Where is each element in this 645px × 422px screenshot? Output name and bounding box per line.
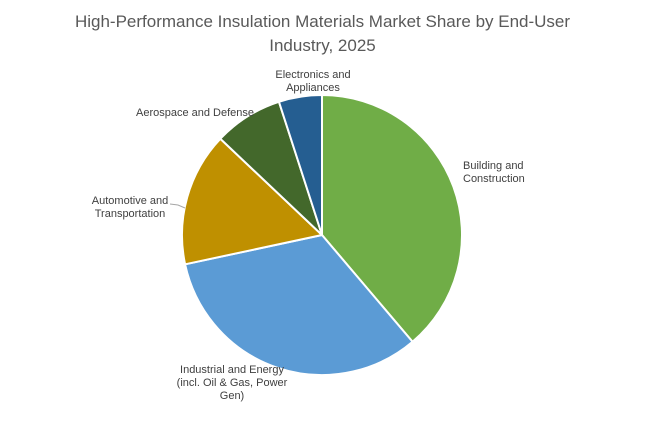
slice-label-3-line-1: Automotive and [92, 195, 168, 207]
leader-lines [169, 203, 186, 209]
slice-label-2-line-3: Gen) [220, 390, 244, 402]
slice-label-2: Industrial and Energy (incl. Oil & Gas, P… [177, 364, 288, 402]
chart-title-line-1: High-Performance Insulation Materials Ma… [74, 12, 571, 31]
slice-label-3-line-2: Transportation [95, 208, 166, 220]
slice-label-4-line-1: Aerospace and Defense [136, 107, 254, 119]
slice-label-5: Electronics and Appliances [275, 69, 350, 94]
pie-slices [180, 94, 463, 376]
slice-label-1: Building and Construction [463, 160, 525, 185]
pie-slice-2 [184, 234, 414, 376]
pie-slice-1 [321, 94, 463, 343]
leader-line-3 [169, 203, 186, 209]
slice-labels: Building and Construction Industrial and E… [92, 69, 525, 402]
slice-label-2-line-1: Industrial and Energy [180, 364, 284, 376]
slice-label-4: Aerospace and Defense [136, 107, 254, 119]
chart-title: High-Performance Insulation Materials Ma… [40, 10, 605, 58]
slice-label-1-line-1: Building and [463, 160, 524, 172]
slice-label-5-line-1: Electronics and [275, 69, 350, 81]
slice-label-3: Automotive and Transportation [92, 195, 168, 220]
slice-label-5-line-2: Appliances [286, 82, 340, 94]
slice-label-2-line-2: (incl. Oil & Gas, Power [177, 377, 288, 389]
pie-slice-5 [277, 94, 323, 236]
pie-slice-3 [180, 137, 323, 266]
slice-label-1-line-2: Construction [463, 173, 525, 185]
chart-title-line-2: Industry, 2025 [269, 36, 376, 55]
